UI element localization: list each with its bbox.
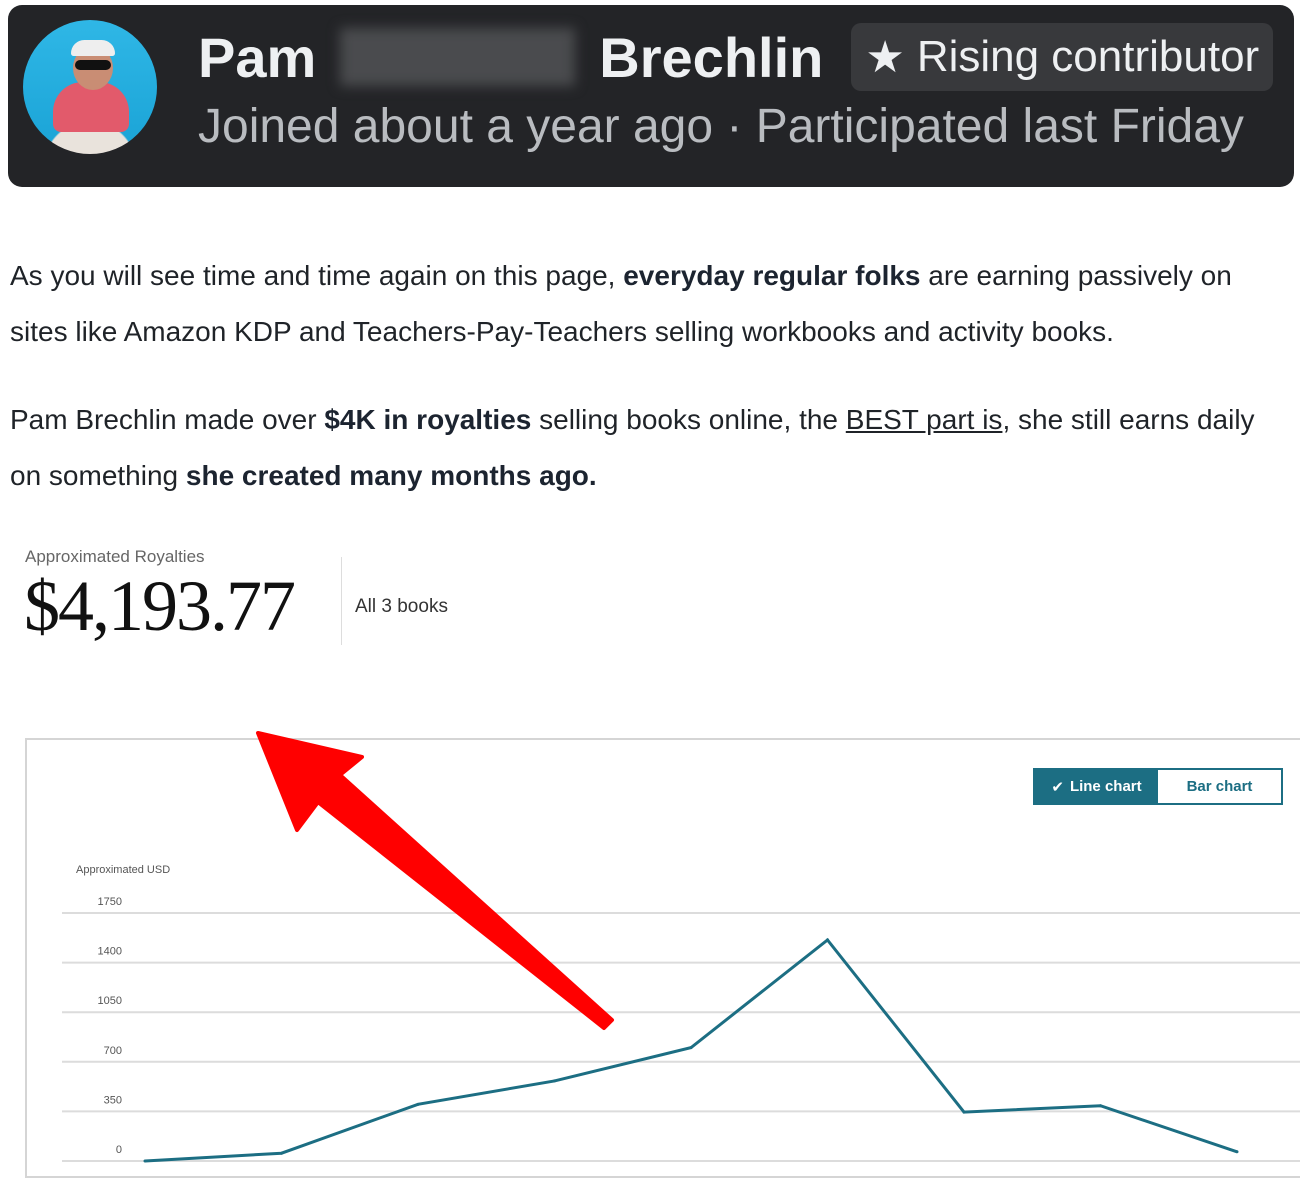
arrow-icon	[256, 731, 614, 1030]
profile-name: Pam Brechlin	[198, 25, 823, 90]
text: selling books online, the	[531, 404, 846, 435]
bold-text: she created many months ago.	[185, 459, 597, 491]
last-name: Brechlin	[599, 25, 824, 89]
data-point	[553, 1079, 556, 1083]
books-filter[interactable]: All 3 books	[355, 596, 448, 617]
y-tick-label: 1400	[98, 946, 122, 958]
intro-paragraph: As you will see time and time again on t…	[10, 248, 1280, 359]
y-tick-label: 1750	[98, 896, 122, 908]
data-point	[826, 938, 829, 942]
y-tick-label: 0	[116, 1144, 122, 1156]
bar-chart-button[interactable]: Bar chart	[1158, 770, 1281, 803]
article-content: As you will see time and time again on t…	[10, 248, 1280, 647]
redacted-name	[340, 28, 576, 86]
best-part-link[interactable]: BEST part is	[845, 404, 1003, 435]
text: As you will see time and time again on t…	[10, 260, 624, 291]
y-tick-label: 1050	[98, 995, 122, 1007]
data-point	[280, 1151, 283, 1155]
data-point	[1099, 1104, 1102, 1108]
data-point	[689, 1046, 693, 1050]
royalties-line-chart: Approximated USD 0 350 700 1050 1400 1750	[62, 864, 1300, 1163]
profile-banner: Pam Brechlin ★ Rising contributor Joined…	[8, 5, 1294, 187]
bold-text: $4K in royalties	[324, 404, 532, 435]
text: are earning passively on sites like Amaz…	[10, 260, 1232, 347]
data-point	[962, 1110, 966, 1114]
bold-text: everyday regular folks	[623, 260, 921, 291]
profile-meta: Joined about a year ago · Participated l…	[198, 100, 1244, 153]
star-icon: ★	[865, 32, 905, 82]
data-point	[143, 1159, 147, 1163]
text: , she still earns daily on something	[10, 404, 1255, 491]
kpi-label: Approximated Royalties	[25, 547, 205, 566]
royalties-paragraph: Pam Brechlin made over $4K in royalties …	[10, 392, 1280, 503]
first-name: Pam	[198, 25, 317, 89]
check-icon: ✔	[1051, 778, 1064, 796]
text: Pam Brechlin made over	[10, 404, 325, 435]
divider	[341, 557, 342, 645]
rising-contributor-badge: ★ Rising contributor	[851, 23, 1274, 91]
line-chart-button[interactable]: ✔ Line chart	[1035, 770, 1158, 803]
kpi-value: $4,193.77	[24, 566, 296, 646]
y-tick-label: 700	[104, 1045, 122, 1057]
avatar[interactable]	[23, 20, 157, 154]
data-point	[416, 1102, 420, 1106]
data-point	[1235, 1150, 1239, 1154]
y-axis-label: Approximated USD	[76, 864, 170, 876]
chart-type-toggle: ✔ Line chart Bar chart	[1033, 768, 1283, 805]
kpi-header: Approximated Royalties $4,193.77 All 3 b…	[24, 547, 1280, 647]
y-tick-label: 350	[104, 1094, 122, 1106]
